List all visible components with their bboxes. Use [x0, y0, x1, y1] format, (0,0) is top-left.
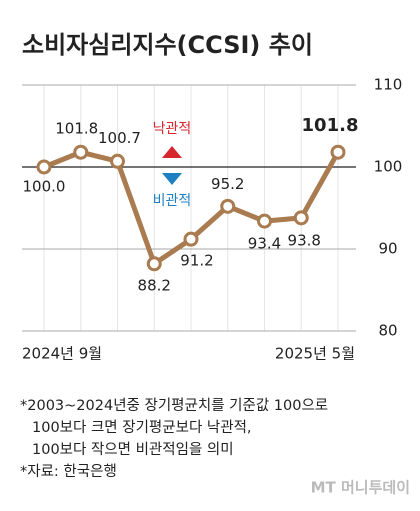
y-tick-label: 110 — [374, 76, 403, 94]
data-label: 100.0 — [23, 178, 66, 196]
data-label: 93.4 — [248, 235, 281, 253]
point — [257, 213, 272, 229]
point — [183, 231, 199, 247]
down-arrow — [162, 173, 182, 185]
data-label: 88.2 — [138, 276, 171, 294]
point — [36, 159, 52, 175]
point — [293, 210, 309, 226]
data-label: 95.2 — [211, 175, 244, 193]
point — [73, 144, 89, 160]
footnote: *2003~2024년중 장기평균치를 기준값 100으로 — [20, 397, 328, 414]
data-label: 100.7 — [98, 129, 141, 147]
annotation: 낙관적 — [153, 121, 192, 137]
y-tick-label: 80 — [378, 322, 397, 340]
up-arrow — [162, 146, 182, 158]
data-label: 91.2 — [180, 252, 213, 270]
footnote: 100보다 작으면 비관적임을 의미 — [32, 441, 234, 458]
x-tick-label: 2024년 9월 — [22, 345, 102, 363]
chart-title: 소비자심리지수(CCSI) 추이 — [22, 31, 313, 59]
y-tick-label: 100 — [374, 158, 403, 176]
data-label: 93.8 — [288, 231, 321, 249]
point — [330, 144, 346, 160]
data-label: 101.8 — [55, 120, 98, 138]
x-tick-label: 2025년 5월 — [275, 345, 355, 363]
point — [220, 198, 236, 214]
watermark: MT 머니투데이 — [311, 479, 410, 497]
footnote: *자료: 한국은행 — [20, 463, 117, 480]
data-label: 101.8 — [302, 115, 359, 136]
point — [110, 153, 125, 169]
annotation: 비관적 — [153, 193, 192, 209]
point — [146, 256, 162, 272]
footnote: 100보다 크면 장기평균보다 낙관적, — [32, 419, 252, 436]
y-tick-label: 90 — [378, 240, 397, 258]
